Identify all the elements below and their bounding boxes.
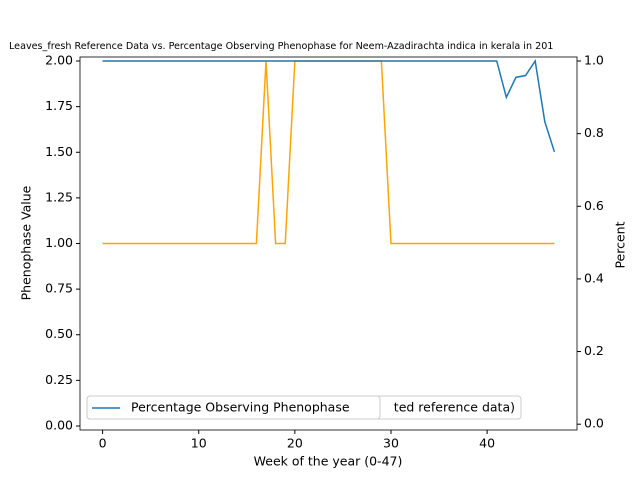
x-axis-label: Week of the year (0-47) — [254, 454, 403, 469]
y-axis-label: Phenophase Value — [19, 185, 34, 300]
chart-title: Leaves_fresh Reference Data vs. Percenta… — [9, 41, 553, 52]
y2-tick-label: 0.6 — [584, 198, 604, 213]
y2-tick-label: 0.8 — [584, 125, 604, 140]
x-tick-label: 10 — [191, 436, 207, 451]
legend-label: Percentage Observing Phenophase — [131, 400, 350, 415]
legend-box — [86, 395, 381, 420]
y-tick-label: 0.75 — [45, 281, 73, 296]
y-tick-label: 0.50 — [45, 326, 73, 341]
y2-tick-label: 0.2 — [584, 343, 604, 358]
y-tick-label: 0.25 — [45, 372, 73, 387]
x-tick-label: 0 — [99, 436, 107, 451]
y-tick-label: 1.00 — [45, 235, 73, 250]
x-tick-label: 40 — [479, 436, 495, 451]
legend-hidden-text: ted reference data) — [394, 400, 515, 415]
y2-tick-label: 0.0 — [584, 416, 604, 431]
data-line — [102, 58, 556, 153]
y2-tick-label: 0.4 — [584, 270, 604, 285]
y-tick-label: 1.75 — [45, 98, 73, 113]
x-tick-label: 20 — [287, 436, 303, 451]
y-tick-label: 1.50 — [45, 144, 73, 159]
y-tick-label: 1.25 — [45, 189, 73, 204]
x-tick-label: 30 — [383, 436, 399, 451]
y2-axis-label: Percent — [613, 221, 628, 268]
y2-tick-label: 1.0 — [584, 52, 604, 67]
y-tick-label: 0.00 — [45, 417, 73, 432]
y-tick-label: 2.00 — [45, 53, 73, 68]
